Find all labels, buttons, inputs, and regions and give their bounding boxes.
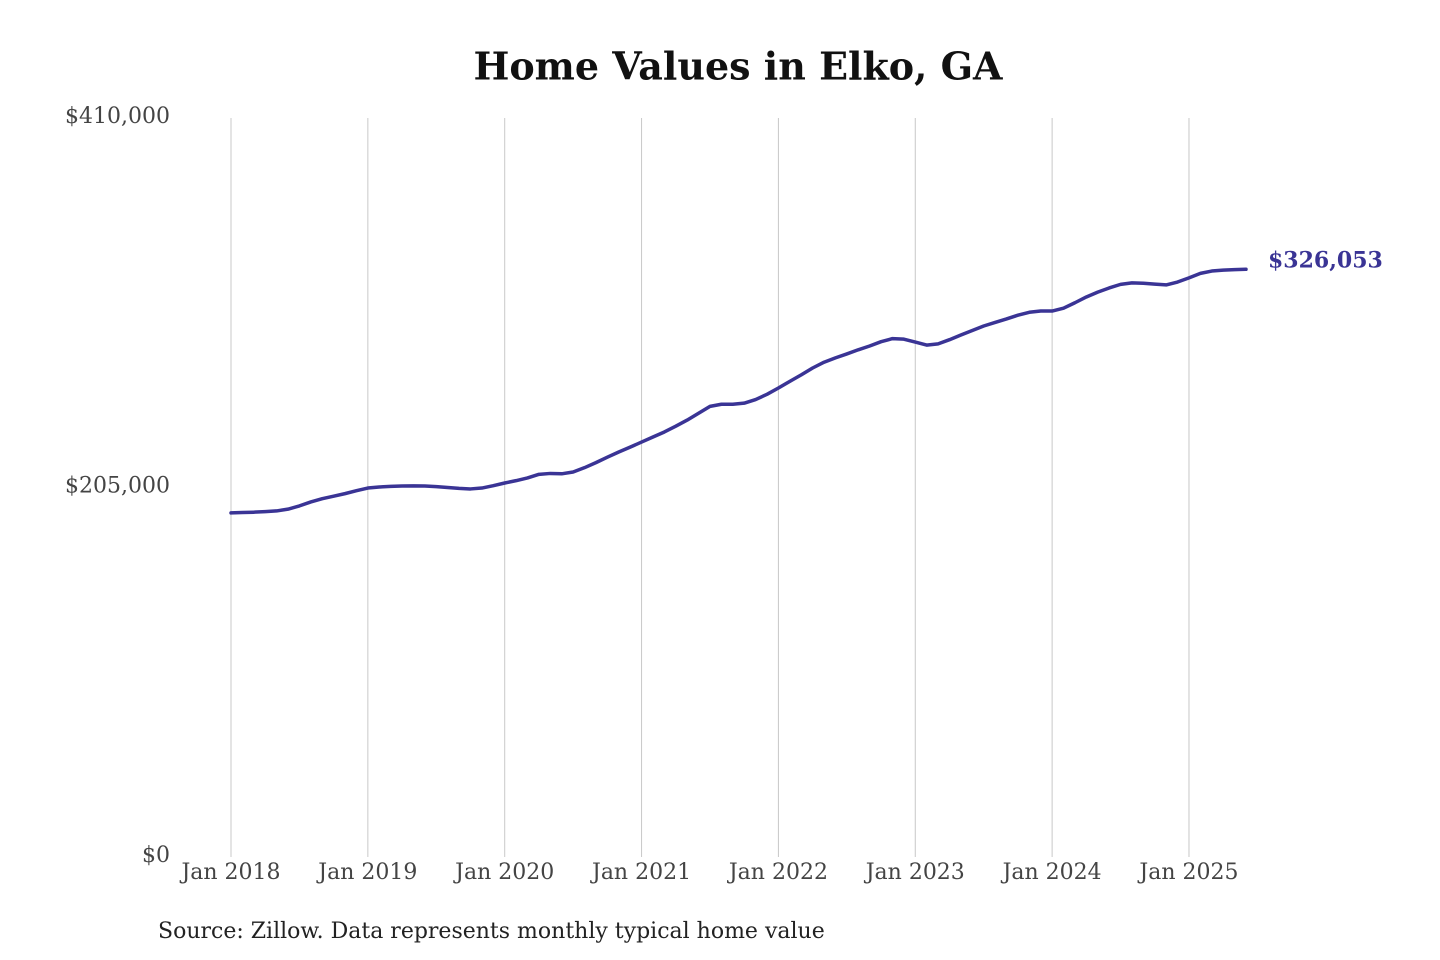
x-tick-label: Jan 2025 [1137,860,1238,885]
value-label: $326,053 [1268,247,1383,273]
x-tick-label: Jan 2019 [316,860,417,885]
x-tick-label: Jan 2022 [727,860,828,885]
chart-title: Home Values in Elko, GA [473,44,1003,89]
x-tick-label: Jan 2020 [453,860,554,885]
x-tick-label: Jan 2023 [864,860,965,885]
x-tick-label: Jan 2024 [1001,860,1102,885]
y-tick-label: $410,000 [65,104,170,129]
source-note: Source: Zillow. Data represents monthly … [158,919,825,944]
x-tick-label: Jan 2021 [590,860,691,885]
x-tick-label: Jan 2018 [179,860,280,885]
line-series [229,267,1248,515]
y-tick-label: $0 [142,843,170,868]
y-tick-label: $205,000 [65,474,170,499]
